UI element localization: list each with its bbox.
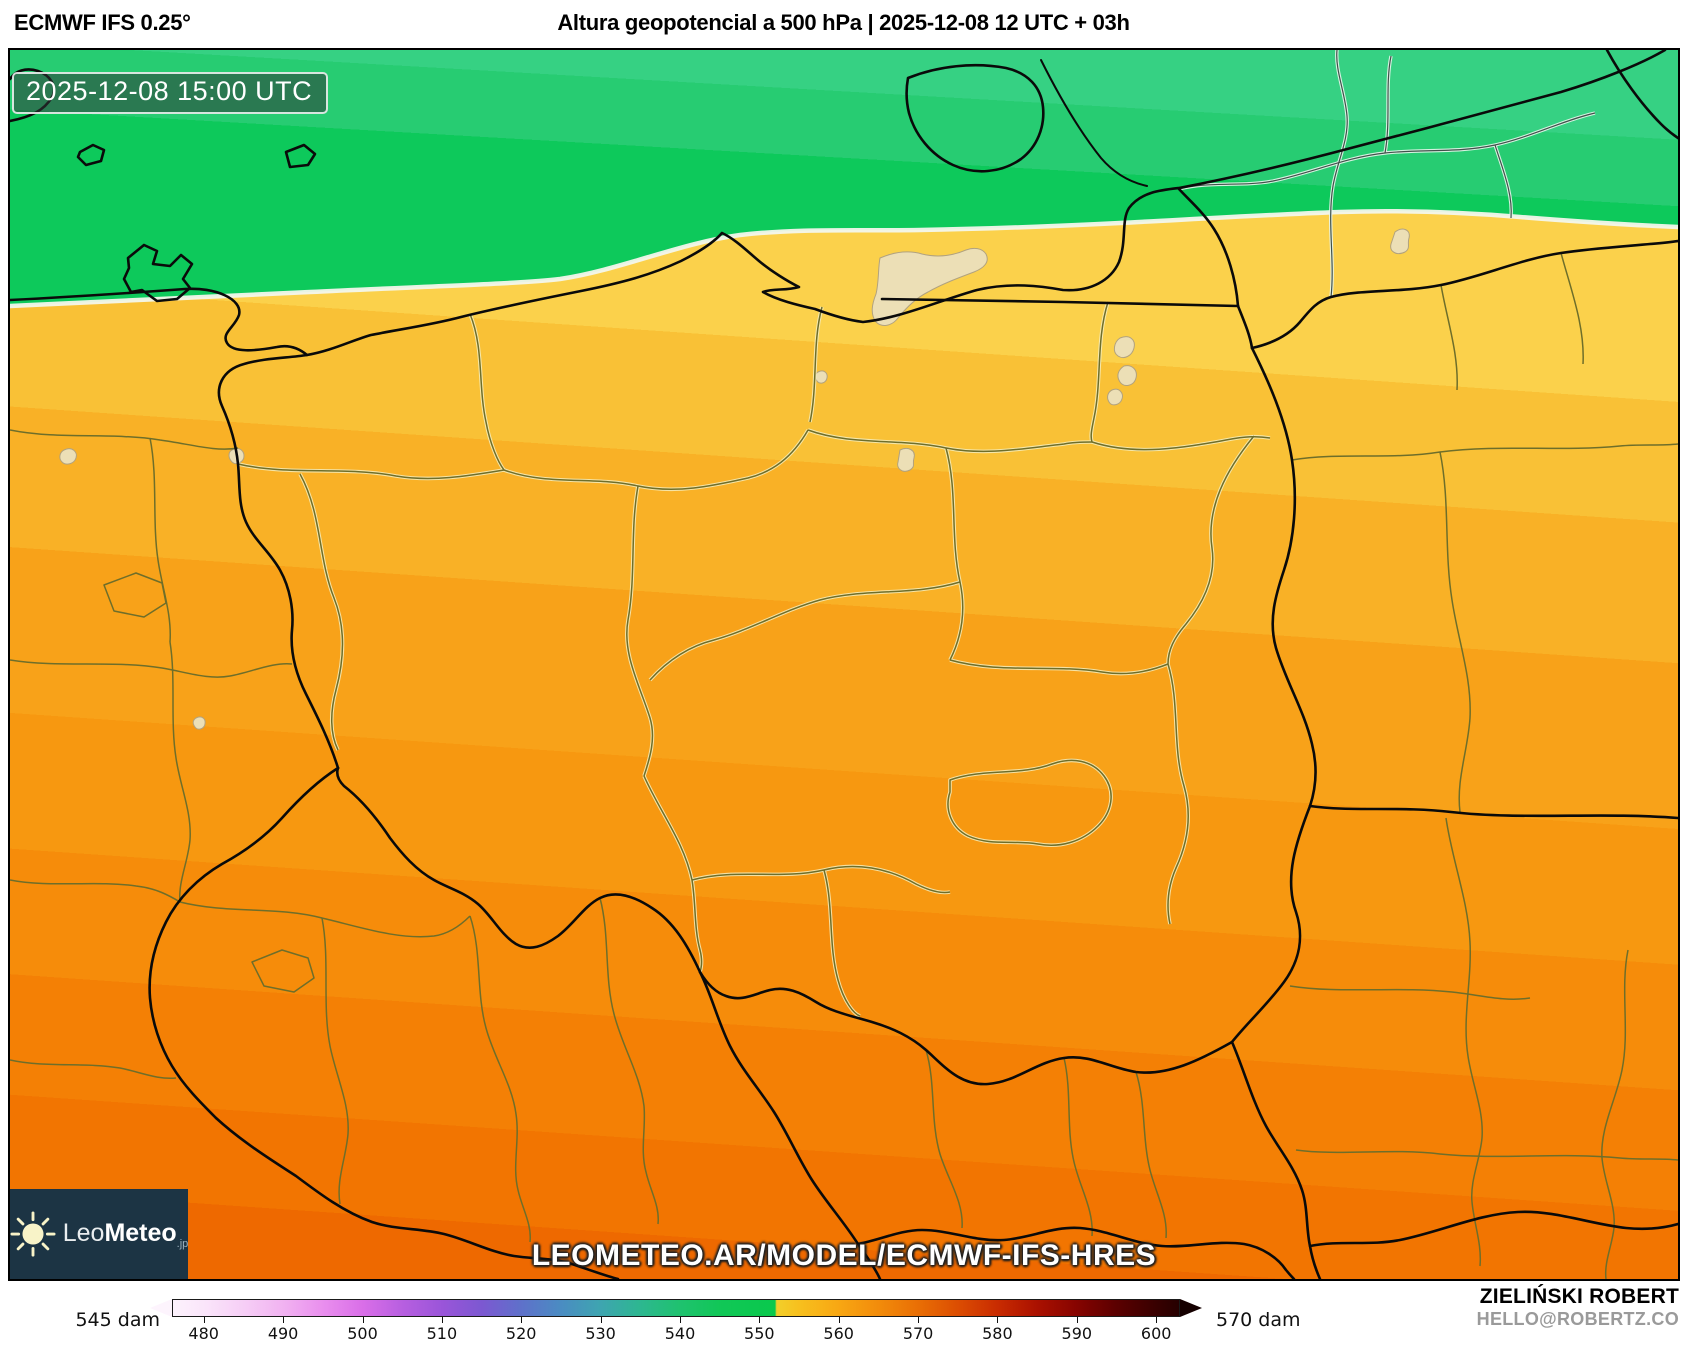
colorbar-tick-label: 580 (982, 1324, 1013, 1343)
colorbar-tick (680, 1317, 681, 1323)
colorbar-tick (1076, 1317, 1078, 1323)
header-bar: ECMWF IFS 0.25° Altura geopotencial a 50… (0, 0, 1687, 48)
curonian-spit (1040, 59, 1148, 187)
moen-island (284, 143, 317, 169)
colorbar-gradient (172, 1299, 1180, 1317)
region-borders-north-core (1178, 50, 1596, 298)
colorbar-tick-label: 570 (902, 1324, 934, 1343)
pl-ua-border (1230, 804, 1312, 1044)
colorbar-tick (997, 1317, 999, 1323)
colorbar-tick (838, 1317, 840, 1323)
colorbar-tick-label: 550 (744, 1324, 775, 1343)
geo-layers (10, 50, 1678, 1279)
bornholm-island (905, 63, 1045, 173)
lt-by-border (1250, 239, 1678, 350)
sk-ua-border (1230, 1040, 1322, 1279)
colorbar-tick (600, 1317, 602, 1323)
colorbar-tick (521, 1317, 523, 1323)
ruegen-island (122, 243, 194, 303)
colorbar-tick (441, 1317, 443, 1323)
baltic-coastline (10, 50, 1667, 357)
colorbar-tick-label: 480 (188, 1324, 219, 1343)
watermark-text: LEOMETEO.AR/MODEL/ECMWF-IFS-HRES (531, 1239, 1157, 1272)
country-borders (10, 50, 1678, 1279)
colorbar-under-arrow (150, 1299, 172, 1317)
colorbar-tick-label: 600 (1140, 1324, 1172, 1343)
colorbar-tick-label: 590 (1061, 1324, 1093, 1343)
colorbar-tick-label: 500 (347, 1324, 378, 1343)
author-name: ZIELIŃSKI ROBERT (1479, 1285, 1679, 1308)
pl-de-border (217, 353, 340, 770)
urban-patches (59, 228, 1410, 730)
kaliningrad-south-border (880, 297, 1240, 308)
credits-block: ZIELIŃSKI ROBERT HELLO@ROBERTZ.CO (1477, 1284, 1679, 1331)
danish-island (76, 143, 106, 167)
pl-cz-border (335, 766, 702, 974)
sk-hu-border (856, 1226, 1296, 1279)
colorbar-tick (362, 1317, 364, 1323)
region-borders (10, 252, 1678, 1279)
colorbar-tick-label: 530 (585, 1324, 616, 1343)
colorbar-over-arrow (1180, 1299, 1202, 1317)
colorbar-tick (918, 1317, 920, 1323)
logo-text: LeoMeteo.jp (62, 1218, 189, 1250)
colorbar-tick (759, 1317, 761, 1323)
lv-border (1605, 50, 1678, 140)
colorbar-max-label: 570 dam (1216, 1309, 1301, 1331)
leometeo-logo: LeoMeteo.jp (10, 1189, 188, 1279)
colorbar-tick-label: 490 (267, 1324, 299, 1343)
geopotential-green-region (10, 50, 1678, 306)
timestamp-badge: 2025-12-08 15:00 UTC (12, 72, 329, 114)
pl-east-border (1250, 346, 1317, 808)
colorbar-tick (1156, 1317, 1158, 1323)
sun-icon (10, 1211, 56, 1257)
map-title: Altura geopotencial a 500 hPa | 2025-12-… (557, 10, 1130, 35)
map-canvas: 2025-12-08 15:00 UTC LEOMETEO.AR/MODEL/E… (8, 48, 1680, 1281)
kaliningrad-east-border (1177, 187, 1240, 308)
cz-at-border (214, 1116, 620, 1279)
colorbar-min-label: 545 dam (75, 1309, 160, 1331)
hu-border (1308, 1210, 1678, 1248)
pl-sk-border (698, 970, 1234, 1086)
contour-line-552 (10, 208, 1678, 309)
colorbar-tick (283, 1317, 285, 1323)
colorbar-tick-label: 510 (426, 1324, 458, 1343)
author-email: HELLO@ROBERTZ.CO (1476, 1309, 1679, 1330)
ua-by-border (1308, 804, 1678, 820)
cz-de-border (148, 766, 340, 1120)
colorbar-ticks: 480 490 500 510 520 530 540 550 560 570 580 590 600 (0, 1317, 1687, 1347)
colorbar-tick-label: 540 (664, 1324, 696, 1343)
model-label: ECMWF IFS 0.25° (14, 10, 191, 35)
colorbar-tick-label: 520 (505, 1324, 537, 1343)
colorbar-tick (203, 1317, 205, 1323)
colorbar-tick-label: 560 (823, 1324, 854, 1343)
